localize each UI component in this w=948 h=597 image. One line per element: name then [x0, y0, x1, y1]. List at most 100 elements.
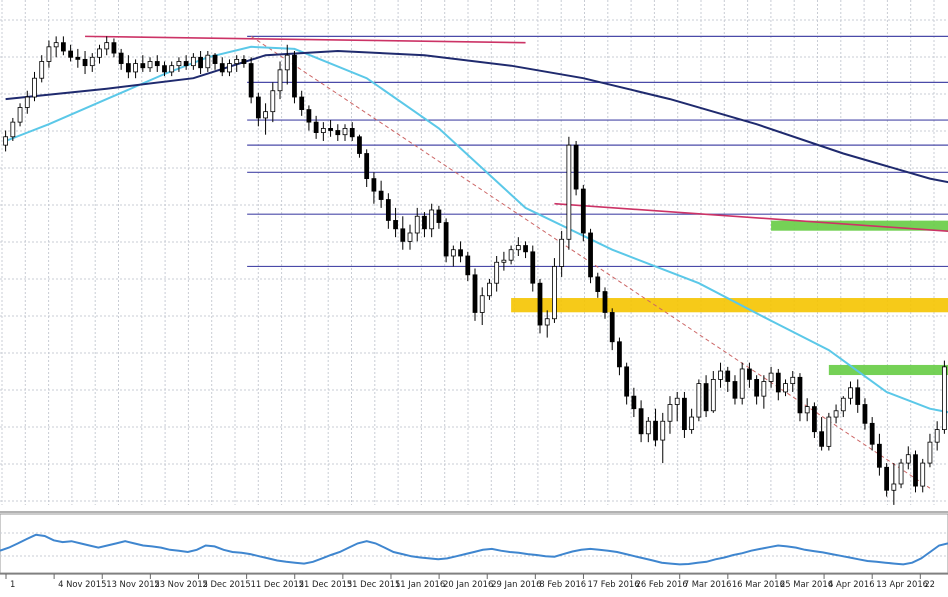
moving-average-line — [5, 49, 948, 184]
candle-body — [508, 249, 514, 261]
candle-body — [299, 96, 305, 110]
candle-body — [176, 61, 182, 67]
candle-body — [869, 422, 875, 445]
candle-body — [725, 370, 731, 382]
x-axis-tick-label: 8 Feb 2016 — [539, 579, 586, 589]
candle-body — [638, 408, 644, 435]
candle-body — [747, 368, 752, 380]
candle-body — [212, 54, 218, 64]
candle-body — [537, 282, 543, 326]
candle-body — [862, 404, 868, 424]
candle-body — [501, 259, 507, 263]
candle-body — [703, 383, 709, 412]
candle-body — [617, 341, 622, 368]
candle-body — [566, 144, 572, 240]
resistance-trend-line — [85, 35, 526, 44]
candle-body — [241, 58, 247, 64]
x-axis-tick-label: 20 Jan 2016 — [443, 579, 493, 589]
candle-body — [248, 63, 254, 98]
candle-body — [754, 379, 760, 397]
candle-body — [653, 420, 658, 441]
candle-body — [927, 441, 933, 464]
candle-body — [472, 274, 478, 313]
candle-body — [407, 232, 413, 242]
candle-body — [631, 395, 637, 410]
oscillator-line — [0, 533, 948, 566]
candle-body — [710, 379, 716, 412]
candle-body — [32, 77, 37, 98]
candle-body — [768, 372, 774, 382]
x-axis-tick-label: 2 Dec 2015 — [202, 579, 250, 589]
candle-body — [400, 228, 406, 242]
candle-body — [190, 56, 196, 67]
candle-body — [385, 199, 391, 221]
candle-body — [205, 54, 211, 69]
candle-body — [544, 318, 550, 326]
candle-body — [53, 42, 59, 48]
candle-body — [284, 54, 290, 71]
candle-body — [624, 366, 630, 397]
candle-body — [82, 58, 88, 67]
candle-body — [342, 128, 348, 136]
candle-body — [255, 96, 261, 119]
candle-body — [349, 128, 355, 138]
x-axis-tick-label: 16 Mar 2016 — [732, 579, 785, 589]
candle-body — [219, 63, 225, 73]
candle-body — [732, 381, 738, 399]
candle-body — [140, 63, 146, 69]
x-axis-tick-label: 4 Apr 2016 — [828, 579, 874, 589]
candle-body — [3, 136, 8, 146]
candle-body — [24, 96, 30, 108]
candle-body — [320, 128, 326, 133]
candle-body — [436, 209, 442, 223]
candle-body — [393, 220, 398, 230]
candle-body — [328, 128, 333, 131]
candle-body — [559, 238, 565, 267]
candle-body — [660, 420, 666, 441]
candle-body — [378, 190, 384, 200]
candle-body — [443, 222, 449, 257]
candle-body — [162, 65, 167, 73]
candle-body — [75, 56, 81, 60]
candle-body — [877, 443, 882, 468]
candle-body — [263, 111, 268, 119]
candle-body — [234, 58, 240, 64]
candle-body — [60, 42, 66, 52]
candle-body — [17, 107, 23, 123]
candle-body — [270, 90, 276, 113]
candle-body — [573, 144, 579, 190]
candle-body — [920, 462, 926, 487]
candle-body — [552, 266, 557, 320]
x-axis-tick-label: 23 Nov 2015 — [154, 579, 208, 589]
candle-body — [812, 406, 817, 433]
candle-body — [891, 483, 897, 491]
candle-body — [111, 42, 117, 54]
x-axis-tick-label: 21 Dec 2015 — [299, 579, 353, 589]
candle-body — [335, 130, 341, 136]
x-axis-tick-label: 31 Dec 2015 — [347, 579, 401, 589]
candle-body — [884, 466, 890, 491]
candle-body — [46, 46, 52, 62]
candle-body — [588, 232, 593, 278]
x-axis-tick-label: 22 — [924, 579, 935, 589]
candle-body — [783, 383, 788, 393]
x-axis-tick-label: 25 Mar 2016 — [780, 579, 833, 589]
candle-body — [125, 63, 131, 73]
candle-body — [183, 61, 189, 67]
x-axis-tick-label: 13 Nov 2015 — [106, 579, 160, 589]
candle-body — [277, 69, 283, 92]
candle-body — [934, 429, 940, 443]
candle-body — [523, 245, 528, 253]
candle-body — [306, 109, 312, 123]
candle-body — [429, 209, 435, 230]
candle-body — [515, 245, 521, 251]
candle-body — [169, 65, 175, 73]
candle-body — [790, 376, 796, 384]
candle-body — [674, 397, 680, 405]
candle-body — [494, 261, 500, 284]
candle-body — [89, 56, 95, 67]
candle-body — [97, 48, 102, 58]
candle-body — [458, 249, 463, 257]
